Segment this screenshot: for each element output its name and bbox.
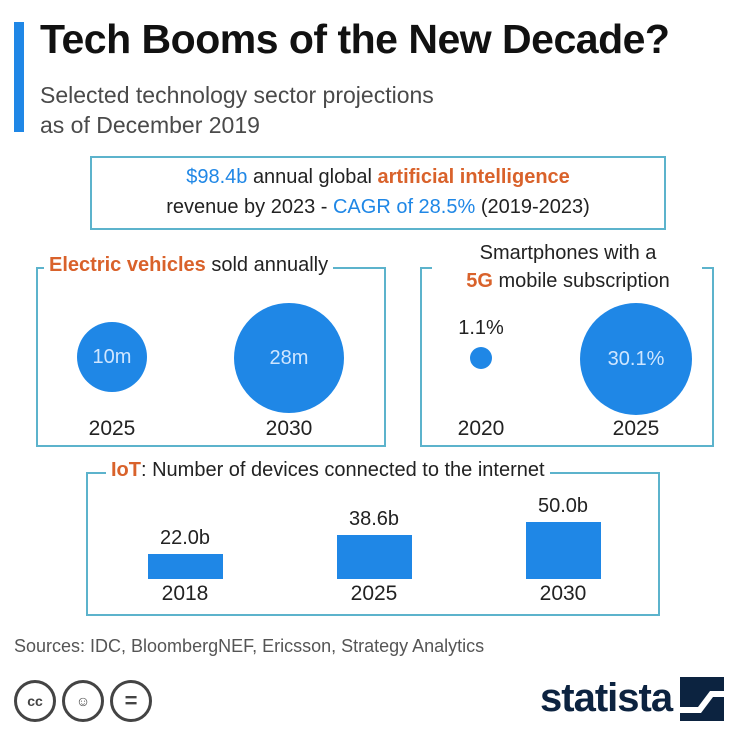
accent-bar: [14, 22, 24, 132]
ai-text-2: revenue by 2023 -: [166, 196, 328, 218]
ai-text-1: annual global: [252, 166, 372, 188]
ev-title-rest: sold annually: [211, 254, 329, 276]
ai-cagr: CAGR of 28.5%: [332, 196, 476, 218]
ai-revenue-box: $98.4b annual global artificial intellig…: [90, 156, 666, 230]
iot-title-highlight: IoT: [111, 459, 141, 481]
sources-note: Sources: IDC, BloombergNEF, Ericsson, St…: [14, 636, 485, 656]
5g-value-2020: 1.1%: [458, 317, 504, 339]
ev-year-2025: 2025: [88, 417, 136, 440]
ai-line-1: $98.4b annual global artificial intellig…: [92, 166, 664, 189]
5g-year-2025: 2025: [612, 417, 660, 440]
iot-chart-title: IoT: Number of devices connected to the …: [106, 459, 550, 482]
statista-logo-icon: [680, 676, 725, 721]
brand-name: statista: [540, 676, 673, 720]
5g-bubble-2025: 30.1%: [580, 303, 692, 415]
5g-chart-title: Smartphones with a 5G mobile subscriptio…: [458, 239, 678, 295]
by-person-icon[interactable]: ☺: [62, 680, 104, 722]
ev-bubble-2030: 28m: [234, 303, 344, 413]
ai-period: (2019-2023): [480, 196, 590, 218]
iot-year-2025: 2025: [350, 582, 398, 605]
ev-year-2030: 2030: [265, 417, 313, 440]
ai-highlight: artificial intelligence: [377, 166, 570, 188]
iot-value-2025: 38.6b: [348, 508, 400, 530]
5g-title-line-2: 5G mobile subscription: [463, 267, 673, 295]
ev-bubble-2025-label: 10m: [92, 345, 132, 368]
ev-chart-box: Electric vehicles sold annually 10m 28m …: [36, 254, 386, 447]
ev-chart-title: Electric vehicles sold annually: [44, 254, 334, 277]
statista-logo[interactable]: statista: [540, 676, 725, 721]
5g-title-rest: mobile subscription: [498, 270, 670, 292]
5g-bubble-2025-label: 30.1%: [607, 347, 665, 370]
iot-year-2030: 2030: [539, 582, 587, 605]
iot-bar-2030: [525, 522, 601, 579]
nd-equals-icon[interactable]: =: [110, 680, 152, 722]
ev-title-highlight: Electric vehicles: [49, 254, 206, 276]
5g-chart-box: Smartphones with a 5G mobile subscriptio…: [420, 239, 714, 447]
license-icons: cc ☺ =: [14, 680, 152, 722]
subtitle-line-2: as of December 2019: [40, 112, 260, 138]
iot-chart-box: IoT: Number of devices connected to the …: [86, 459, 660, 616]
iot-value-2030: 50.0b: [537, 495, 589, 517]
ai-line-2: revenue by 2023 - CAGR of 28.5% (2019-20…: [92, 196, 664, 219]
5g-title-highlight: 5G: [466, 270, 493, 292]
iot-value-2018: 22.0b: [159, 527, 211, 549]
iot-bar-2018: [147, 554, 223, 579]
iot-title-rest: : Number of devices connected to the int…: [141, 459, 545, 481]
ev-bubble-2025: 10m: [77, 322, 147, 392]
subtitle-line-1: Selected technology sector projections: [40, 82, 434, 108]
page-title: Tech Booms of the New Decade?: [40, 16, 670, 62]
5g-title-line-1: Smartphones with a: [479, 242, 657, 264]
page-subtitle: Selected technology sector projections a…: [40, 80, 560, 140]
ev-bubble-2030-label: 28m: [269, 346, 309, 369]
ai-value: $98.4b: [186, 166, 248, 188]
5g-bubble-2020: [470, 347, 492, 369]
5g-year-2020: 2020: [457, 417, 505, 440]
iot-bar-2025: [336, 535, 412, 579]
cc-icon[interactable]: cc: [14, 680, 56, 722]
iot-year-2018: 2018: [161, 582, 209, 605]
